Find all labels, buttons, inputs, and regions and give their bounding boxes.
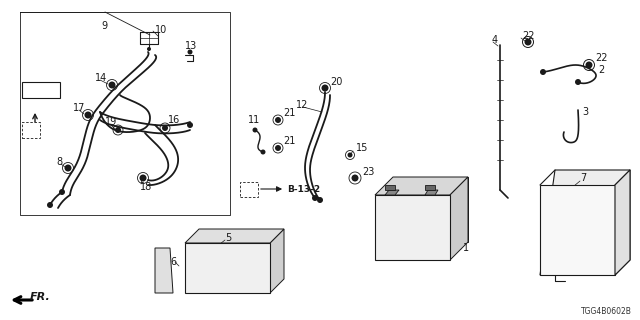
Text: 15: 15	[356, 143, 369, 153]
Text: B-13-2: B-13-2	[287, 185, 320, 194]
Circle shape	[187, 122, 193, 128]
Text: 23: 23	[362, 167, 374, 177]
Text: 5: 5	[225, 233, 231, 243]
Circle shape	[253, 127, 257, 132]
Circle shape	[140, 174, 147, 181]
Circle shape	[321, 84, 328, 92]
Polygon shape	[375, 195, 450, 260]
Circle shape	[162, 125, 168, 131]
Circle shape	[540, 69, 546, 75]
Circle shape	[246, 187, 252, 191]
Polygon shape	[270, 229, 284, 293]
Text: 4: 4	[492, 35, 498, 45]
Polygon shape	[393, 177, 468, 242]
Polygon shape	[450, 177, 468, 260]
Circle shape	[260, 149, 266, 155]
Circle shape	[188, 50, 193, 54]
Circle shape	[348, 153, 353, 157]
Text: 11: 11	[248, 115, 260, 125]
Text: 22: 22	[595, 53, 607, 63]
Circle shape	[275, 145, 281, 151]
Text: 12: 12	[296, 100, 308, 110]
Circle shape	[109, 82, 115, 89]
Text: 18: 18	[140, 182, 152, 192]
Text: 21: 21	[283, 136, 296, 146]
Polygon shape	[375, 177, 468, 195]
Circle shape	[65, 164, 72, 172]
Polygon shape	[185, 229, 284, 243]
Text: 9: 9	[101, 21, 107, 31]
Polygon shape	[615, 170, 630, 275]
Text: 20: 20	[330, 77, 342, 87]
Circle shape	[312, 195, 318, 201]
Text: TGG4B0602B: TGG4B0602B	[581, 308, 632, 316]
Polygon shape	[385, 190, 399, 195]
Bar	[22, 82, 60, 98]
Text: E-6-1: E-6-1	[25, 85, 51, 94]
Bar	[22, 122, 40, 138]
Text: 7: 7	[580, 173, 586, 183]
Polygon shape	[540, 185, 615, 275]
Circle shape	[317, 197, 323, 203]
Circle shape	[47, 202, 53, 208]
Circle shape	[586, 61, 593, 68]
Text: 13: 13	[185, 41, 197, 51]
Circle shape	[351, 174, 358, 181]
Text: HONDA: HONDA	[403, 231, 421, 236]
Text: 19: 19	[105, 117, 117, 127]
Circle shape	[575, 79, 581, 85]
Circle shape	[147, 47, 151, 51]
Text: 6: 6	[170, 257, 176, 267]
Text: 21: 21	[283, 108, 296, 118]
Polygon shape	[425, 190, 438, 195]
Polygon shape	[385, 185, 395, 190]
Polygon shape	[185, 243, 270, 293]
Polygon shape	[155, 248, 173, 293]
Text: 16: 16	[168, 115, 180, 125]
Polygon shape	[540, 170, 630, 275]
Text: FR.: FR.	[30, 292, 51, 302]
Text: 1: 1	[463, 243, 469, 253]
Circle shape	[59, 189, 65, 195]
Text: 22: 22	[522, 31, 534, 41]
Circle shape	[84, 111, 92, 118]
Circle shape	[115, 127, 121, 133]
Text: 17: 17	[73, 103, 85, 113]
Polygon shape	[425, 185, 435, 190]
Text: 3: 3	[582, 107, 588, 117]
Text: 14: 14	[95, 73, 108, 83]
Text: 8: 8	[56, 157, 62, 167]
Bar	[240, 182, 258, 197]
Circle shape	[525, 38, 531, 45]
Text: 10: 10	[155, 25, 167, 35]
Text: 2: 2	[598, 65, 604, 75]
Circle shape	[275, 117, 281, 123]
Circle shape	[29, 127, 33, 132]
